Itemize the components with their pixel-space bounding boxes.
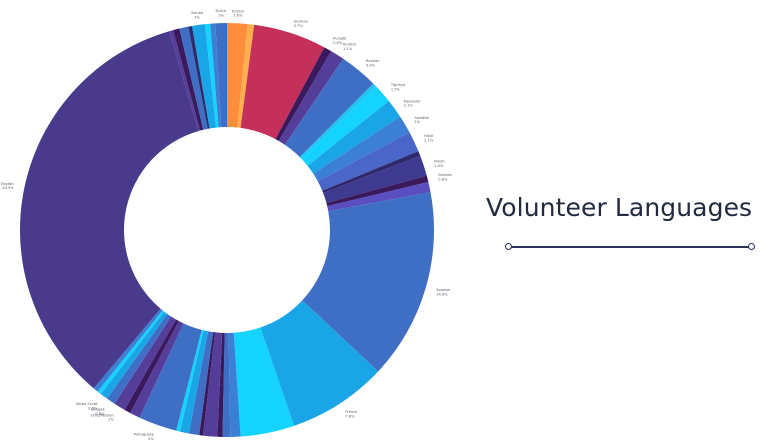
slice-label: Yoruba 1% bbox=[191, 11, 203, 19]
pie-slice-35 bbox=[169, 30, 201, 132]
pie-slice-18 bbox=[228, 332, 241, 437]
slice-label: Kurdish 1.1% bbox=[343, 43, 356, 51]
pie-slice-english bbox=[20, 31, 199, 389]
divider-right-dot-icon bbox=[748, 243, 755, 250]
pie-slice-38 bbox=[188, 25, 210, 129]
pie-slice-23 bbox=[188, 331, 214, 436]
slice-label: Bengali 0.8% bbox=[91, 407, 105, 415]
pie-slice-28 bbox=[124, 319, 179, 413]
slice-label: Portuguese 2% bbox=[134, 432, 155, 440]
pie-slice-1 bbox=[237, 24, 255, 128]
slice-label: Dutch 1% bbox=[215, 9, 226, 17]
slice-label: Serbo-Croat 0.5% bbox=[76, 402, 98, 410]
slice-label: French 7.8% bbox=[345, 410, 357, 418]
pie-slice-portuguese bbox=[139, 323, 202, 431]
pie-slice-french bbox=[260, 300, 379, 426]
slice-label: Polish 2.0% bbox=[434, 159, 444, 167]
title-block: Volunteer Languages bbox=[486, 193, 778, 250]
pie-slice-german bbox=[240, 24, 325, 140]
slice-label: Turkish 1.6% bbox=[231, 9, 245, 17]
pie-slice-polish bbox=[323, 155, 427, 204]
slice-label: Russian 3.0% bbox=[366, 59, 380, 67]
divider-left-dot-icon bbox=[505, 243, 512, 250]
pie-slice-yoruba bbox=[192, 24, 217, 129]
pie-slice-19 bbox=[222, 332, 231, 437]
slice-label: Spanish 14.6% bbox=[436, 288, 450, 296]
pie-slice-22 bbox=[199, 332, 216, 436]
pie-slice-27 bbox=[130, 321, 184, 418]
slice-label: English 34.5% bbox=[1, 182, 15, 190]
pie-slice-kurdish bbox=[278, 51, 344, 145]
title-divider bbox=[505, 243, 755, 250]
slice-label: Swedish 1% bbox=[415, 116, 430, 124]
pie-slice-36 bbox=[173, 28, 204, 131]
pie-slice-25 bbox=[176, 329, 204, 432]
pie-slice-33 bbox=[93, 308, 163, 392]
pie-slice-20 bbox=[217, 332, 225, 437]
pie-slice-40 bbox=[204, 23, 219, 128]
pie-slice-41 bbox=[210, 23, 222, 128]
pie-slice-swedish bbox=[313, 116, 410, 182]
pie-slice-dutch bbox=[215, 23, 227, 128]
slice-label: Punjabi 0.6% bbox=[333, 37, 346, 45]
pie-slice-swahili bbox=[299, 83, 376, 159]
donut-chart: Turkish 1.6% German 5.7% Punjabi 0.6% Kurdish 1… bbox=[1, 9, 452, 441]
slice-label: Serbian 0.8% bbox=[438, 173, 452, 181]
pie-slice-amharic bbox=[203, 332, 223, 437]
pie-slice-urdu-persian bbox=[114, 316, 177, 410]
pie-slice-37 bbox=[179, 26, 208, 130]
pie-slice-somali bbox=[322, 151, 421, 194]
pie-slice-hindi bbox=[317, 132, 419, 191]
pie-slice-bengali bbox=[107, 313, 172, 404]
pie-slice-tigrinya bbox=[301, 86, 389, 166]
pie-slice-turkish bbox=[227, 23, 248, 128]
pie-slice-russian bbox=[284, 58, 374, 158]
pie-slice-arabic bbox=[233, 327, 294, 437]
pie-slice-serbian bbox=[326, 175, 429, 207]
pie-slice-serbo-croat bbox=[100, 311, 168, 399]
chart-title: Volunteer Languages bbox=[486, 193, 753, 222]
pie-slice-spanish bbox=[302, 192, 434, 372]
slice-label: Mandarin 2.1% bbox=[404, 99, 421, 107]
pie-slice-punjabi bbox=[275, 47, 332, 141]
slice-label: German 5.7% bbox=[294, 19, 308, 27]
slice-label: Tigrinya 1.5% bbox=[390, 83, 405, 91]
pie-slice-mandarin bbox=[307, 100, 401, 174]
pie-slice-32 bbox=[97, 310, 165, 395]
pie-slice-14 bbox=[327, 182, 431, 212]
slice-label: Hindi 2.1% bbox=[424, 134, 434, 142]
pie-slice-farsi bbox=[179, 330, 209, 434]
slice-label: Urdu/Persian 1% bbox=[91, 413, 114, 421]
